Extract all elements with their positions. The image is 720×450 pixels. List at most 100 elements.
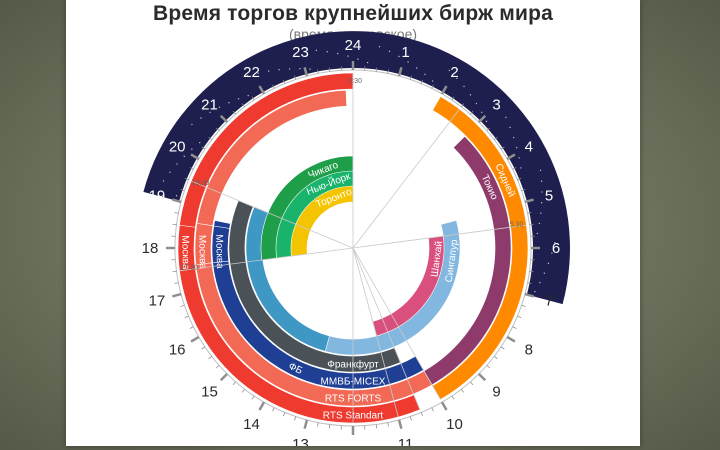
series-arc xyxy=(211,220,424,390)
hour-tick-minor xyxy=(184,315,189,319)
night-star xyxy=(257,72,259,74)
hour-label: 13 xyxy=(292,436,309,446)
night-star xyxy=(199,141,201,144)
hour-label: 19 xyxy=(149,187,166,204)
night-star xyxy=(456,77,458,80)
series-label: Москва xyxy=(179,235,191,270)
night-star xyxy=(485,120,488,123)
night-star xyxy=(538,222,541,225)
night-star xyxy=(518,157,520,159)
night-star xyxy=(534,290,536,293)
hour-label: 4 xyxy=(525,139,533,156)
hour-tick-minor xyxy=(517,177,522,181)
hour-tick-minor xyxy=(251,96,255,101)
hour-tick-minor xyxy=(172,223,177,226)
hour-tick-major xyxy=(506,335,516,343)
night-star xyxy=(209,111,211,114)
hour-tick-minor xyxy=(282,79,286,84)
hour-tick-major xyxy=(172,198,182,204)
hour-tick-minor xyxy=(493,356,498,360)
night-star xyxy=(547,262,550,265)
hour-label: 2 xyxy=(450,64,458,81)
hour-label: 18 xyxy=(142,240,159,257)
night-star xyxy=(267,70,270,72)
hour-tick-minor xyxy=(420,79,424,84)
night-star xyxy=(539,169,542,172)
night-star xyxy=(299,68,301,70)
night-star xyxy=(228,102,230,104)
hour-tick-minor xyxy=(215,365,220,369)
hour-tick-minor xyxy=(527,282,532,284)
hour-tick-minor xyxy=(517,315,522,319)
night-star xyxy=(509,126,511,129)
hour-label: 12 xyxy=(345,443,362,446)
guide-line xyxy=(352,108,460,249)
hour-tick-minor xyxy=(470,110,474,115)
guide-line xyxy=(352,224,527,249)
hour-label: 11 xyxy=(398,436,414,446)
night-star xyxy=(448,69,451,72)
hour-tick-minor xyxy=(174,282,179,284)
hour-tick-minor xyxy=(172,270,177,273)
hour-tick-minor xyxy=(180,189,185,192)
hour-tick-minor xyxy=(387,422,389,427)
night-star xyxy=(416,67,418,69)
night-star xyxy=(513,136,515,139)
night-star xyxy=(347,55,349,57)
night-star xyxy=(200,117,202,119)
hour-tick-major xyxy=(440,85,448,95)
hour-tick-minor xyxy=(272,407,275,412)
hour-tick-minor xyxy=(328,67,331,72)
night-band xyxy=(143,31,570,305)
hour-tick-minor xyxy=(232,110,236,115)
guide-line xyxy=(352,247,399,418)
night-star xyxy=(175,195,178,197)
hour-label: 15 xyxy=(201,384,218,401)
hour-tick-minor xyxy=(184,177,189,181)
hour-tick-minor xyxy=(493,136,498,140)
hour-tick-minor xyxy=(180,304,185,307)
hour-tick-major xyxy=(524,292,534,298)
hour-label: 8 xyxy=(525,342,533,359)
series-arc xyxy=(194,222,214,265)
hour-tick-major xyxy=(524,198,534,204)
night-star xyxy=(554,242,556,244)
hour-tick-minor xyxy=(294,75,297,80)
time-note: 5:30 xyxy=(510,221,524,228)
night-star xyxy=(247,94,249,97)
hour-tick-minor xyxy=(420,412,424,417)
hour-tick-minor xyxy=(241,388,245,393)
hour-tick-major xyxy=(258,85,266,95)
hour-tick-major xyxy=(303,419,309,429)
night-star xyxy=(162,180,165,182)
hour-tick-minor xyxy=(208,136,213,140)
night-star xyxy=(540,202,543,204)
night-star xyxy=(288,68,291,70)
guide-line xyxy=(352,247,421,410)
hour-tick-minor xyxy=(529,270,534,273)
series-arc xyxy=(194,89,433,407)
night-star xyxy=(326,50,328,53)
hour-tick-minor xyxy=(241,103,245,108)
night-star xyxy=(191,148,193,150)
night-star xyxy=(481,111,483,114)
hour-tick-minor xyxy=(201,346,206,350)
night-star xyxy=(388,50,391,53)
hour-tick-minor xyxy=(409,75,412,80)
hour-tick-minor xyxy=(272,84,275,89)
night-star xyxy=(539,281,541,284)
hour-label: 10 xyxy=(446,416,463,433)
time-note: 19:30 xyxy=(192,180,210,187)
hour-label: 5 xyxy=(545,187,553,204)
night-star xyxy=(218,106,221,108)
infographic-panel: Время торгов крупнейших бирж мира (время… xyxy=(66,0,640,446)
night-star xyxy=(505,116,507,119)
hour-tick-minor xyxy=(375,424,378,429)
night-star xyxy=(475,102,478,105)
exchange-hours-chart: 241234567891011121314151617181920212223R… xyxy=(142,31,570,446)
hour-tick-minor xyxy=(431,407,434,412)
hour-tick-minor xyxy=(294,416,297,421)
hour-tick-minor xyxy=(461,388,465,393)
hour-tick-minor xyxy=(486,365,491,369)
guide-line xyxy=(352,247,441,400)
